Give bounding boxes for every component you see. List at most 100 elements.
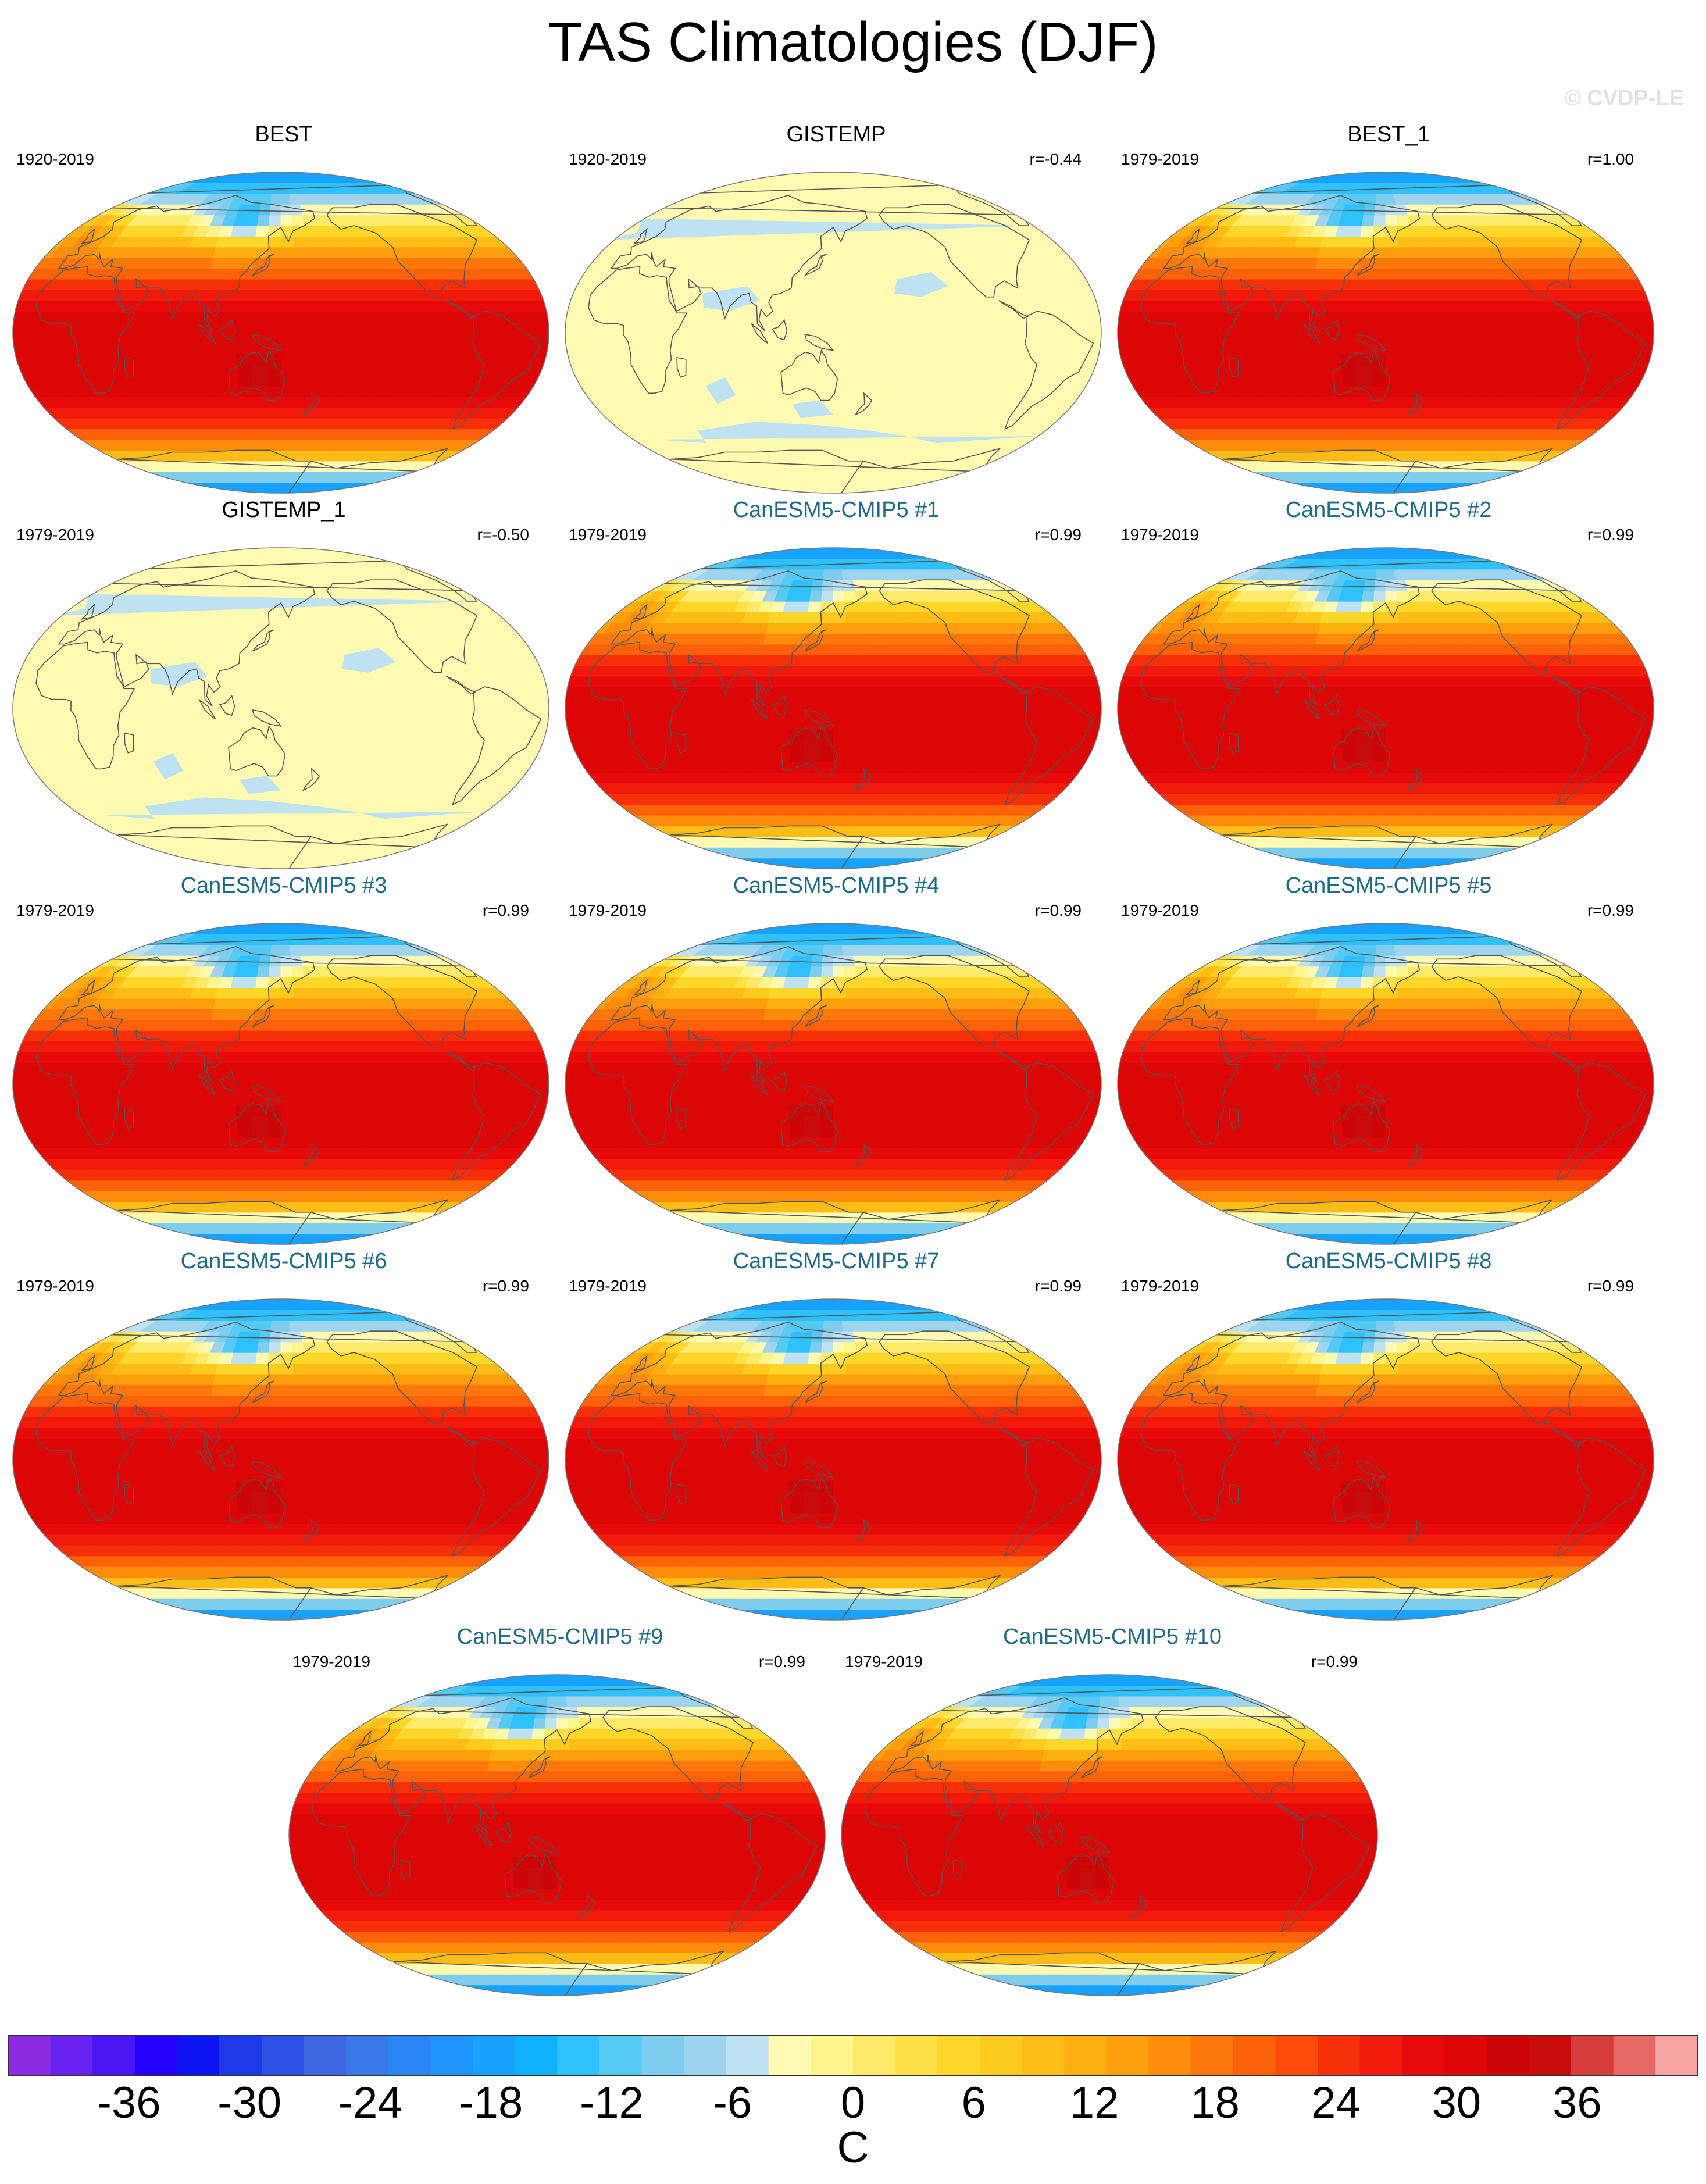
field-cell — [230, 429, 246, 440]
field-cell — [1343, 268, 1358, 280]
field-cell — [1253, 364, 1270, 376]
field-cell — [804, 654, 820, 666]
field-cell — [1487, 300, 1505, 312]
field-cell — [245, 215, 259, 226]
field-cell — [1575, 300, 1593, 312]
field-cell — [1400, 300, 1416, 312]
field-cell — [266, 386, 281, 397]
panel-period: 1979-2019 — [1121, 150, 1199, 168]
field-cell — [1415, 342, 1431, 355]
field-cell — [42, 332, 59, 344]
map-border — [12, 172, 549, 494]
field-cell — [1622, 342, 1639, 355]
field-cell — [1358, 407, 1373, 419]
field-cell — [251, 279, 267, 290]
field-cell — [1360, 804, 1375, 816]
field-cell — [266, 1126, 281, 1138]
field-cell — [165, 1126, 182, 1138]
field-cell — [1361, 815, 1375, 826]
field-cell — [367, 364, 384, 376]
coastline-madagascar — [676, 356, 687, 378]
field-cell — [1400, 342, 1416, 355]
field-cell — [824, 558, 834, 570]
coastline-new-zealand — [1407, 392, 1425, 416]
field-cell — [439, 364, 457, 376]
field-cell — [1331, 783, 1347, 794]
field-cell — [1134, 676, 1152, 687]
field-cell — [1192, 718, 1209, 730]
field-cell — [1519, 708, 1535, 719]
field-cell — [309, 354, 326, 365]
field-cell — [1333, 611, 1349, 623]
field-cell — [730, 740, 747, 752]
map-field — [13, 172, 549, 493]
field-cell — [340, 1094, 356, 1106]
field-cell — [305, 1169, 320, 1181]
map-plot — [1117, 547, 1654, 869]
field-cell — [1608, 322, 1625, 333]
field-cell — [365, 375, 383, 387]
field-cell — [485, 1105, 504, 1116]
map-panel: BEST 1920-2019 — [10, 122, 557, 494]
field-cell — [935, 729, 952, 741]
field-cell — [380, 279, 397, 290]
field-cell — [1373, 590, 1386, 602]
field-cell — [176, 311, 193, 323]
field-cell — [1484, 375, 1502, 387]
field-cell — [1297, 289, 1314, 301]
field-cell — [209, 386, 226, 397]
field-cell — [1374, 449, 1386, 462]
field-cell — [221, 300, 238, 312]
field-cell — [1348, 804, 1363, 816]
field-cell — [485, 354, 504, 365]
field-cell — [1385, 783, 1400, 794]
field-cell — [1343, 386, 1358, 397]
page-title: TAS Climatologies (DJF) — [548, 11, 1158, 73]
field-cell — [1326, 342, 1342, 355]
field-cell — [1385, 396, 1400, 408]
field-cell — [310, 332, 326, 344]
field-cell — [750, 633, 766, 645]
field-cell — [1269, 279, 1287, 290]
map-border — [1117, 172, 1654, 494]
field-cell — [134, 1115, 152, 1127]
field-cell — [833, 665, 848, 677]
field-cell — [148, 1115, 166, 1127]
coastline-madagascar — [124, 356, 134, 378]
map-field — [13, 548, 549, 869]
field-cell — [221, 342, 237, 355]
field-cell — [1268, 364, 1285, 376]
field-cell — [752, 783, 769, 794]
field-cell — [1356, 654, 1372, 666]
field-cell — [654, 686, 671, 698]
field-cell — [966, 708, 983, 719]
field-cell — [1562, 311, 1579, 323]
field-cell — [441, 354, 459, 365]
field-cell — [1498, 279, 1516, 290]
field-cell — [1271, 386, 1289, 397]
field-cell — [1414, 375, 1430, 387]
field-cell — [818, 708, 834, 719]
map-plot — [565, 172, 1102, 494]
field-cell — [907, 697, 923, 709]
field-cell — [252, 396, 268, 408]
field-cell — [1444, 729, 1460, 741]
field-cell — [1008, 676, 1026, 687]
field-cell — [1326, 665, 1343, 677]
anomaly-region — [605, 218, 1034, 240]
field-cell — [351, 279, 368, 290]
field-cell — [946, 751, 964, 762]
field-cell — [1370, 676, 1386, 687]
field-cell — [1281, 332, 1297, 344]
field-cell — [1593, 708, 1609, 719]
field-cell — [414, 332, 430, 344]
field-cell — [222, 279, 239, 290]
field-cell — [1355, 322, 1372, 333]
field-cell — [1607, 718, 1624, 730]
field-cell — [1268, 289, 1285, 301]
field-cell — [581, 729, 599, 741]
field-cell — [773, 718, 790, 730]
field-cell — [1300, 386, 1317, 397]
field-cell — [413, 342, 430, 355]
field-cell — [1040, 718, 1057, 730]
